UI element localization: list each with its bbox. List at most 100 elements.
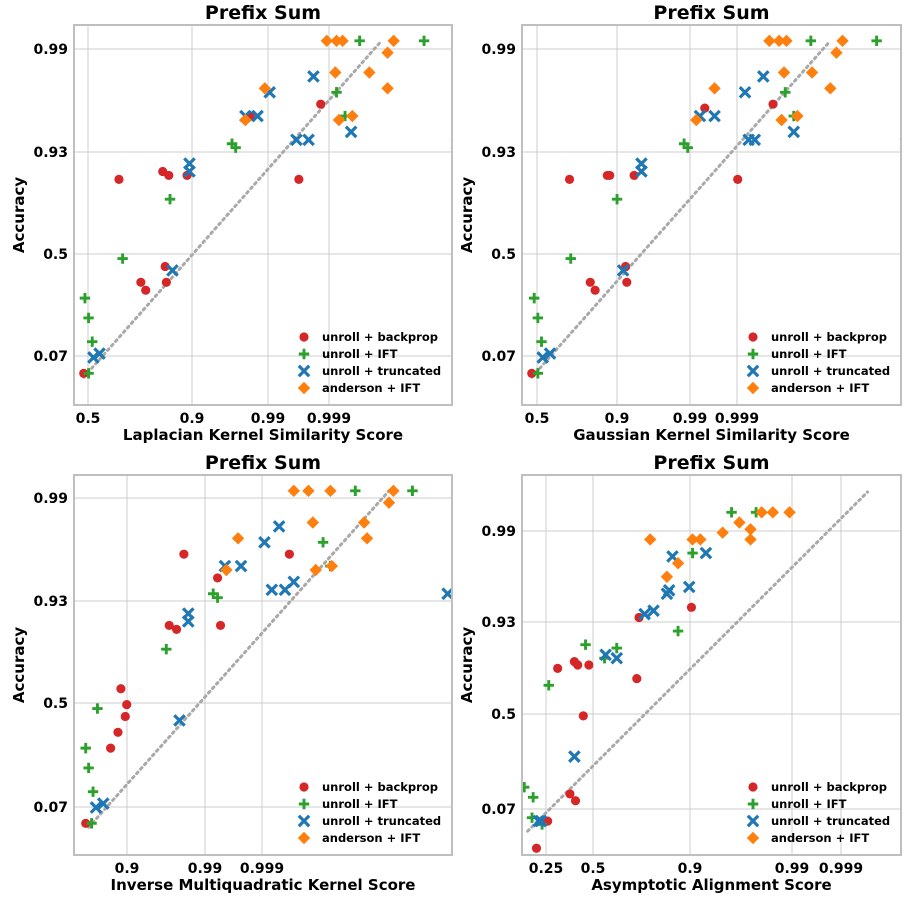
- trend-line: [87, 489, 391, 829]
- data-point: [733, 174, 743, 184]
- series-unroll-truncated: [89, 520, 451, 814]
- chart-panel-4: Prefix Sum 0.25 0.5 0.9 0.99 0.999 0.07 0.5 0.93…: [458, 452, 902, 894]
- data-point: [294, 174, 304, 184]
- legend-marker: [299, 782, 309, 792]
- chart-title: Prefix Sum: [653, 2, 769, 24]
- data-point: [590, 285, 600, 295]
- data-point: [89, 801, 103, 814]
- legend-label: unroll + backprop: [771, 780, 887, 794]
- x-tick-label: 0.99: [673, 411, 708, 427]
- x-tick-label: 0.5: [525, 411, 550, 427]
- x-axis-label: Gaussian Kernel Similarity Score: [573, 426, 850, 444]
- legend-label: unroll + backprop: [322, 330, 438, 344]
- data-point: [164, 620, 174, 631]
- data-point: [381, 82, 394, 95]
- data-point: [81, 818, 91, 828]
- x-tick-label: 0.9: [605, 411, 630, 427]
- data-point: [360, 532, 374, 545]
- data-point: [733, 516, 746, 529]
- chart-title: Prefix Sum: [205, 452, 321, 474]
- data-point: [387, 34, 400, 48]
- legend-label: anderson + IFT: [771, 381, 869, 395]
- trend-line: [526, 490, 870, 833]
- data-point: [302, 484, 315, 498]
- data-point: [183, 157, 196, 170]
- data-point: [324, 484, 337, 498]
- data-point: [629, 170, 639, 181]
- data-point: [605, 170, 615, 181]
- y-tick-label: 0.93: [33, 145, 68, 161]
- data-point: [638, 607, 651, 621]
- y-tick-label: 0.99: [481, 42, 516, 58]
- series-unroll-ift: [80, 485, 418, 829]
- data-point: [357, 516, 371, 529]
- y-axis-label: Accuracy: [458, 177, 476, 253]
- series-unroll-truncated: [532, 546, 713, 828]
- legend-marker: [747, 798, 759, 810]
- data-point: [122, 699, 132, 710]
- data-point: [346, 109, 359, 123]
- data-point: [287, 575, 301, 589]
- data-point: [136, 277, 146, 287]
- data-point: [317, 537, 329, 548]
- data-point: [573, 660, 583, 670]
- data-point: [553, 663, 563, 673]
- data-point: [777, 66, 791, 79]
- data-point: [450, 139, 451, 149]
- data-point: [265, 583, 279, 597]
- y-tick-label: 0.99: [33, 42, 68, 58]
- data-point: [716, 526, 729, 539]
- data-point: [96, 797, 110, 810]
- x-tick-label: 0.999: [307, 411, 351, 427]
- chart-title: Prefix Sum: [653, 452, 769, 474]
- data-point: [161, 277, 171, 287]
- data-point: [527, 368, 537, 378]
- data-point: [309, 563, 322, 577]
- data-point: [164, 170, 174, 181]
- data-point: [830, 46, 843, 59]
- y-axis-label: Accuracy: [10, 177, 28, 253]
- data-point: [350, 485, 361, 497]
- legend: unroll + backprop unroll + IFT unroll + tr…: [297, 330, 441, 395]
- y-tick-label: 0.93: [33, 594, 68, 610]
- y-tick-label: 0.99: [481, 524, 516, 540]
- legend-marker: [746, 381, 760, 395]
- data-point: [230, 142, 241, 153]
- data-point: [325, 559, 339, 573]
- data-point: [632, 673, 642, 684]
- series-unroll-ift: [79, 35, 430, 379]
- y-axis-label: Accuracy: [458, 627, 476, 703]
- y-tick-label: 0.07: [33, 800, 68, 816]
- data-point: [307, 70, 320, 83]
- data-point: [622, 277, 632, 287]
- legend-marker: [297, 814, 311, 828]
- x-tick-label: 0.999: [715, 411, 759, 427]
- data-point: [768, 99, 778, 109]
- legend-label: unroll + IFT: [322, 347, 398, 361]
- data-point: [207, 588, 219, 599]
- data-point: [106, 743, 116, 753]
- data-point: [536, 336, 547, 347]
- legend-marker: [297, 381, 311, 395]
- data-point: [580, 639, 591, 650]
- data-point: [339, 110, 351, 122]
- data-point: [532, 312, 544, 324]
- data-point: [564, 174, 575, 184]
- data-point: [744, 533, 757, 546]
- data-point: [899, 139, 900, 149]
- data-point: [611, 642, 622, 654]
- data-point: [523, 781, 530, 793]
- data-point: [672, 625, 684, 637]
- data-point: [93, 347, 106, 360]
- data-point: [160, 261, 170, 272]
- data-point: [690, 113, 703, 127]
- gridlines: [74, 475, 452, 855]
- legend: unroll + backprop unroll + IFT unroll + tr…: [297, 780, 441, 845]
- data-point: [272, 520, 286, 533]
- series-anderson-ift: [239, 34, 400, 127]
- data-point: [179, 549, 189, 559]
- y-tick-label: 0.93: [481, 615, 516, 631]
- data-point: [171, 624, 182, 634]
- data-point: [80, 742, 91, 754]
